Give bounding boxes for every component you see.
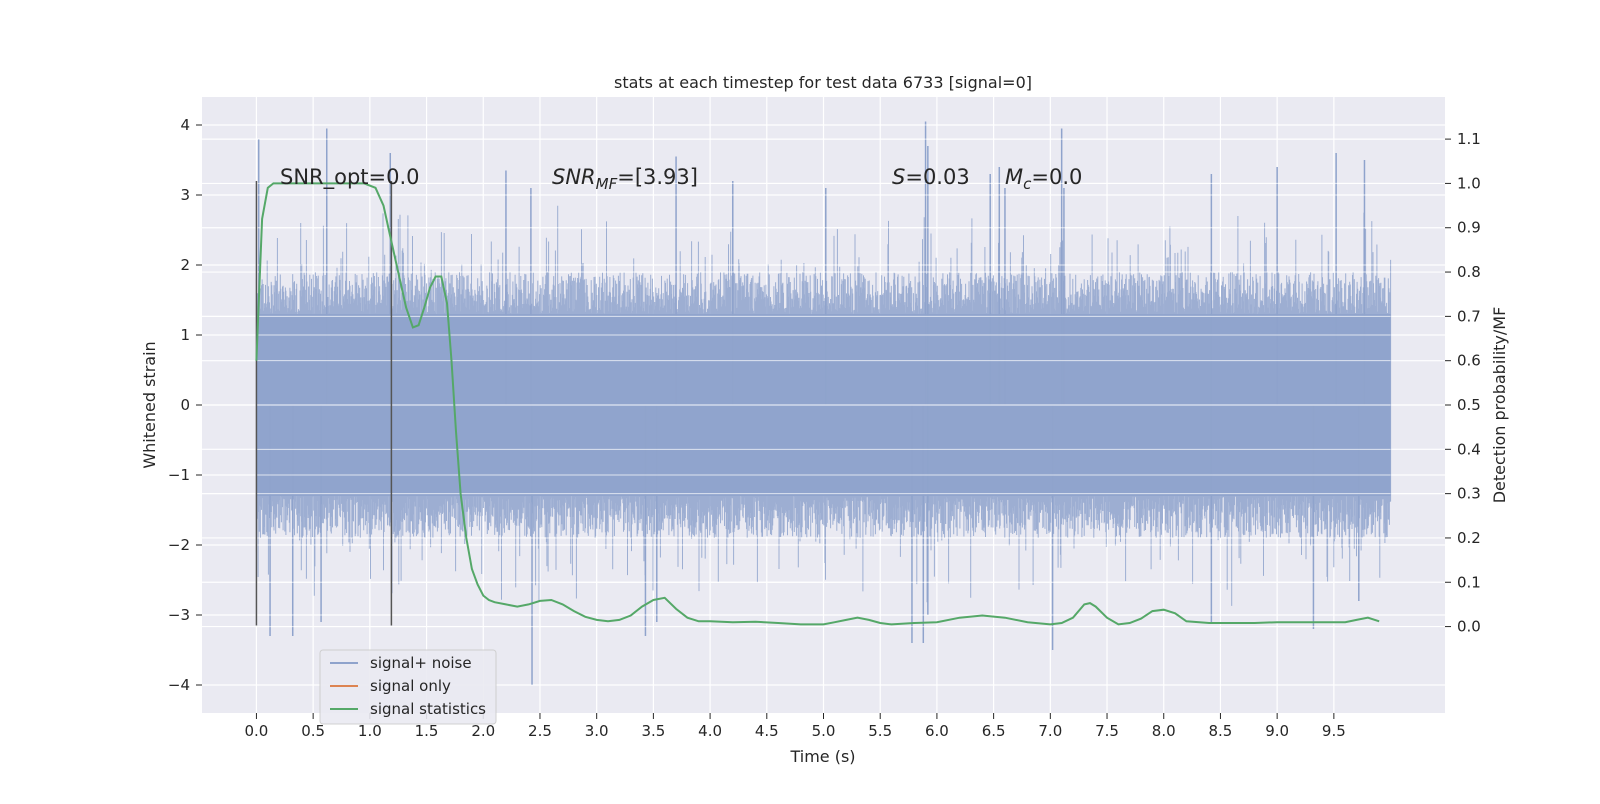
y-right-tick-label: 1.1 [1457,130,1481,148]
legend: signal+ noise signal only signal statist… [319,649,497,725]
y-left-tick-label: 4 [180,116,190,134]
x-tick-labels: 0.0 0.5 1.0 1.5 2.0 2.5 3.0 3.5 4.0 4.5 5.0 5.5 6.0 6… [245,722,1346,740]
x-tick-label: 7.5 [1095,722,1119,740]
y-right-tick-label: 1.0 [1457,174,1481,192]
x-tick-label: 7.0 [1038,722,1062,740]
x-tick-label: 1.0 [358,722,382,740]
y-right-tick-label: 0.5 [1457,396,1481,414]
y-left-tick-labels: −4 −3 −2 −1 0 1 2 3 4 [168,116,190,694]
y-right-tick-label: 0.7 [1457,307,1481,325]
x-tick-label: 4.0 [698,722,722,740]
y-right-tick-label: 0.3 [1457,485,1481,503]
legend-label-noise: signal+ noise [370,654,472,672]
signal-statistics-series [255,182,1380,626]
x-tick-label: 6.0 [925,722,949,740]
s-annotation: S=0.03 [892,165,970,189]
y-left-tick-label: −1 [168,466,190,484]
x-tick-label: 4.5 [755,722,779,740]
x-tick-label: 8.0 [1152,722,1176,740]
legend-label-signal: signal only [370,677,451,695]
x-tick-label: 3.0 [585,722,609,740]
y-right-tick-label: 0.6 [1457,352,1481,370]
y-right-tick-labels: 0.0 0.1 0.2 0.3 0.4 0.5 0.6 0.7 0.8 0.9 1.0 1.1 [1457,130,1481,635]
x-tick-label: 5.5 [868,722,892,740]
y-axis-left-label: Whitened strain [140,341,159,468]
marker-lines [255,181,393,626]
mc-annotation: Mc=0.0 [1005,165,1082,193]
x-tick-label: 8.5 [1209,722,1233,740]
snr-opt-annotation: SNR_opt=0.0 [280,165,420,190]
y-left-tick-label: −4 [168,676,190,694]
y-right-tick-label: 0.8 [1457,263,1481,281]
x-tick-label: 3.5 [641,722,665,740]
y-left-tick-label: 1 [180,326,190,344]
legend-label-stats: signal statistics [370,700,486,718]
statistics-line [255,182,1380,626]
x-tick-label: 2.0 [471,722,495,740]
x-tick-label: 2.5 [528,722,552,740]
signal-noise-series [255,121,1392,686]
chart-title: stats at each timestep for test data 673… [614,73,1032,92]
y-right-tick-label: 0.1 [1457,573,1481,591]
y-left-tick-label: 2 [180,256,190,274]
legend-box [319,649,497,725]
x-tick-label: 0.0 [245,722,269,740]
y-right-tick-label: 0.0 [1457,618,1481,636]
x-axis-label: Time (s) [789,747,855,766]
y-right-tick-label: 0.2 [1457,529,1481,547]
x-tick-label: 5.0 [812,722,836,740]
x-tick-label: 9.0 [1265,722,1289,740]
y-left-tick-label: −3 [168,606,190,624]
x-tick-label: 9.5 [1322,722,1346,740]
x-tick-label: 6.5 [982,722,1006,740]
y-axis-right-label: Detection probability/MF [1490,307,1509,504]
y-left-tick-label: −2 [168,536,190,554]
y-right-tick-label: 0.9 [1457,219,1481,237]
y-right-tick-label: 0.4 [1457,440,1481,458]
x-tick-label: 1.5 [415,722,439,740]
snr-mf-annotation: SNRMF=[3.93] [552,165,698,193]
y-left-tick-label: 0 [180,396,190,414]
y-left-tick-label: 3 [180,186,190,204]
x-tick-label: 0.5 [301,722,325,740]
